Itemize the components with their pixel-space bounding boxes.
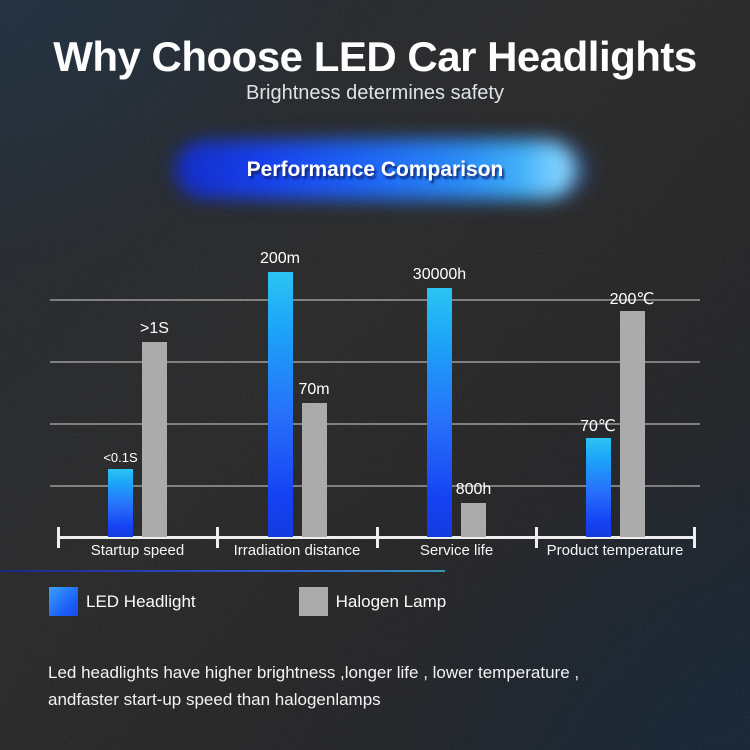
bar-value-led-2: 30000h bbox=[412, 266, 467, 283]
bar-led-3 bbox=[585, 438, 611, 537]
led-color-swatch bbox=[49, 587, 78, 616]
bar-led-1 bbox=[267, 272, 293, 537]
category-label-3: Product temperature bbox=[546, 542, 684, 559]
bar-led-0 bbox=[108, 469, 133, 537]
category-label-0: Startup speed bbox=[90, 542, 185, 559]
bar-halogen-2 bbox=[461, 503, 486, 537]
bar-halogen-1 bbox=[301, 403, 327, 537]
bar-value-halogen-1: 70m bbox=[298, 381, 330, 398]
bar-value-halogen-3: 200℃ bbox=[609, 291, 655, 308]
banner-label: Performance Comparison bbox=[246, 158, 504, 181]
category-label-2: Service life bbox=[419, 542, 494, 559]
bar-value-led-1: 200m bbox=[259, 250, 301, 267]
footer-text: Led headlights have higher brightness ,l… bbox=[48, 659, 579, 713]
bar-value-halogen-2: 800h bbox=[455, 481, 492, 498]
bar-value-halogen-0: >1S bbox=[140, 320, 169, 337]
bar-halogen-0 bbox=[142, 342, 167, 537]
footer-line-2: andfaster start-up speed than halogenlam… bbox=[48, 690, 381, 709]
footer-line-1: Led headlights have higher brightness ,l… bbox=[48, 663, 580, 682]
legend-label-led: LED Headlight bbox=[86, 591, 196, 611]
legend-item-led: LED Headlight bbox=[49, 587, 196, 616]
legend-item-halogen: Halogen Lamp bbox=[298, 587, 447, 616]
bar-led-2 bbox=[427, 288, 452, 537]
halogen-color-swatch bbox=[298, 587, 328, 616]
legend-label-halogen: Halogen Lamp bbox=[335, 591, 447, 611]
chart-legend: LED Headlight Halogen Lamp bbox=[49, 587, 446, 616]
category-label-1: Irradiation distance bbox=[233, 542, 361, 559]
bar-halogen-3 bbox=[619, 311, 645, 537]
